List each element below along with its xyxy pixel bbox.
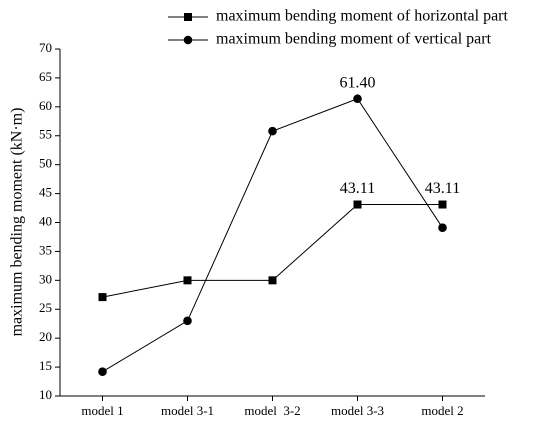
x-tick-label: model 3-2 (244, 403, 300, 418)
marker (183, 316, 192, 326)
y-tick-label: 10 (39, 387, 52, 402)
value-label: 43.11 (425, 180, 460, 197)
legend-label: maximum bending moment of vertical part (216, 31, 492, 48)
y-axis-label: maximum bending moment (kN·m) (9, 108, 26, 337)
y-tick-label: 20 (39, 329, 52, 344)
marker (183, 276, 192, 285)
marker (353, 94, 362, 104)
legend-label: maximum bending moment of horizontal par… (216, 8, 508, 25)
marker (268, 276, 277, 285)
marker (184, 13, 192, 21)
marker (268, 126, 277, 136)
marker (438, 223, 447, 233)
marker (98, 367, 107, 377)
y-tick-label: 25 (39, 300, 52, 315)
value-label: 43.11 (340, 180, 375, 197)
y-tick-label: 65 (39, 69, 52, 84)
marker (98, 293, 107, 302)
y-tick-label: 15 (39, 358, 52, 373)
marker (353, 200, 362, 209)
series-line (102, 98, 443, 373)
y-tick-label: 60 (39, 98, 52, 113)
y-tick-label: 35 (39, 242, 52, 257)
marker (438, 200, 447, 209)
marker (183, 35, 193, 45)
value-label: 61.40 (340, 74, 376, 91)
y-tick-label: 70 (39, 40, 52, 55)
x-tick-label: model 3-3 (331, 403, 384, 418)
y-tick-label: 50 (39, 156, 52, 171)
y-tick-label: 40 (39, 213, 52, 228)
y-tick-label: 45 (39, 185, 52, 200)
x-tick-label: model 3-1 (161, 403, 214, 418)
x-tick-label: model 2 (421, 403, 463, 418)
x-tick-label: model 1 (81, 403, 123, 418)
y-tick-label: 55 (39, 127, 52, 142)
y-tick-label: 30 (39, 271, 52, 286)
